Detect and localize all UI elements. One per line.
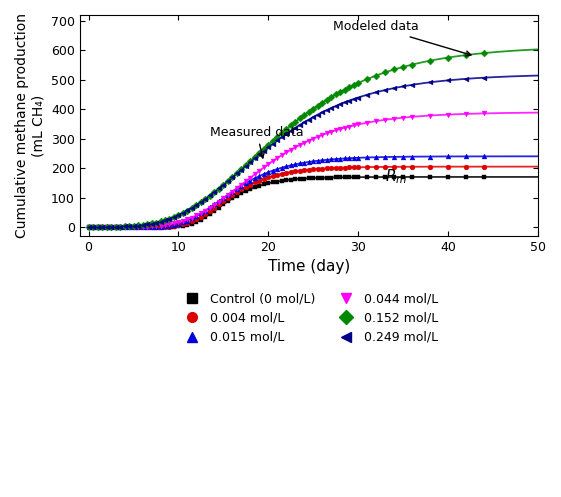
Text: $R_m$: $R_m$	[385, 167, 407, 186]
X-axis label: Time (day): Time (day)	[268, 259, 350, 274]
Legend: Control (0 mol/L), 0.004 mol/L, 0.015 mol/L, 0.044 mol/L, 0.152 mol/L, 0.249 mol: Control (0 mol/L), 0.004 mol/L, 0.015 mo…	[173, 286, 444, 350]
Text: Modeled data: Modeled data	[333, 20, 471, 56]
Text: Measured data: Measured data	[210, 126, 304, 158]
Y-axis label: Cumulative methane production
(mL CH₄): Cumulative methane production (mL CH₄)	[15, 13, 45, 238]
